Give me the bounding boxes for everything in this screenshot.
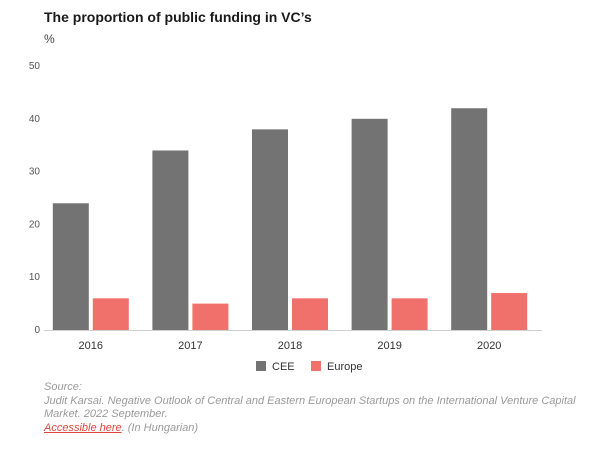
legend: CEE Europe bbox=[256, 361, 362, 373]
y-tick-label: 40 bbox=[29, 114, 41, 125]
source-label: Source: bbox=[44, 381, 82, 393]
bar-cee-2016 bbox=[52, 203, 89, 330]
bar-europe-2019 bbox=[391, 298, 428, 330]
legend-label-cee: CEE bbox=[272, 361, 295, 373]
y-axis: 0 10 20 30 40 50 bbox=[29, 61, 41, 336]
source-citation: Judit Karsai. Negative Outlook of Centra… bbox=[44, 394, 576, 421]
y-tick-label: 20 bbox=[29, 219, 41, 230]
bar-cee-2018 bbox=[252, 129, 288, 330]
x-tick-label: 2019 bbox=[377, 340, 401, 352]
bar-europe-2020 bbox=[491, 293, 528, 330]
source-note: Source: Judit Karsai. Negative Outlook o… bbox=[44, 381, 584, 435]
y-tick-label: 30 bbox=[29, 167, 41, 178]
bars bbox=[52, 108, 528, 331]
bar-cee-2019 bbox=[351, 118, 388, 330]
legend-swatch-cee bbox=[256, 361, 266, 371]
legend-label-europe: Europe bbox=[327, 361, 362, 373]
bar-europe-2016 bbox=[92, 298, 129, 330]
chart-title: The proportion of public funding in VC’s bbox=[44, 9, 312, 25]
y-tick-label: 0 bbox=[34, 325, 40, 336]
source-link-line: Accessible here. (In Hungarian) bbox=[44, 422, 584, 436]
bar-europe-2018 bbox=[292, 298, 328, 330]
y-unit-label: % bbox=[44, 32, 55, 46]
x-axis: 2016 2017 2018 2019 2020 bbox=[79, 340, 502, 352]
x-tick-label: 2017 bbox=[178, 340, 202, 352]
bar-cee-2020 bbox=[451, 108, 488, 331]
bar-cee-2017 bbox=[152, 150, 189, 330]
y-tick-label: 50 bbox=[29, 61, 41, 72]
x-tick-label: 2018 bbox=[278, 340, 302, 352]
x-tick-label: 2016 bbox=[79, 340, 103, 352]
x-tick-label: 2020 bbox=[477, 340, 501, 352]
accessible-here-link[interactable]: Accessible here bbox=[44, 421, 122, 434]
source-link-suffix: . (In Hungarian) bbox=[121, 421, 199, 434]
y-tick-label: 10 bbox=[29, 272, 41, 283]
bar-europe-2017 bbox=[192, 303, 229, 330]
bar-chart: The proportion of public funding in VC’s… bbox=[29, 9, 542, 373]
legend-swatch-europe bbox=[311, 361, 321, 371]
